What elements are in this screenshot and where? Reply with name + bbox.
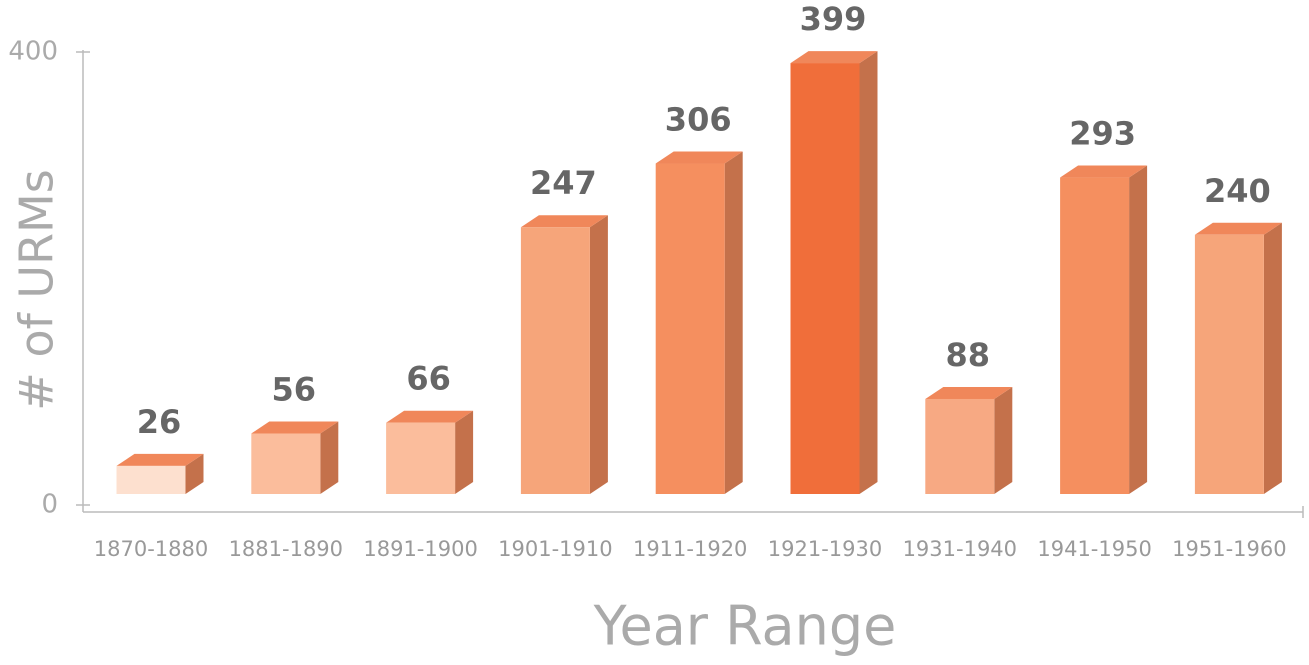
y-axis-label: # of URMs — [10, 169, 64, 410]
bar — [655, 163, 725, 494]
x-tick-label: 1891-1900 — [363, 537, 477, 561]
bar-side — [994, 386, 1013, 494]
bar-side — [1129, 165, 1148, 494]
bar — [251, 433, 321, 494]
bar — [116, 465, 186, 494]
x-tick-label: 1881-1890 — [229, 537, 343, 561]
bar-top — [1060, 165, 1148, 178]
x-tick-label: 1870-1880 — [94, 537, 208, 561]
value-label: 66 — [406, 360, 451, 398]
y-tick-label: 400 — [8, 37, 58, 67]
bar-top — [925, 386, 1013, 399]
bar-side — [589, 215, 608, 495]
value-label: 88 — [946, 336, 991, 374]
bar-top — [1194, 222, 1282, 235]
bar-top — [790, 51, 878, 64]
value-label: 56 — [272, 371, 317, 409]
bar — [520, 227, 590, 495]
bar-side — [320, 421, 339, 494]
x-tick-label: 1901-1910 — [498, 537, 612, 561]
value-label: 293 — [1069, 115, 1136, 153]
bar-top — [655, 151, 743, 164]
bar-side — [455, 410, 474, 494]
bar-side — [859, 51, 878, 494]
bar-top — [386, 410, 474, 423]
bar — [1194, 234, 1264, 495]
x-tick-label: 1921-1930 — [768, 537, 882, 561]
x-tick-label: 1911-1920 — [633, 537, 747, 561]
value-label: 399 — [800, 0, 867, 38]
bar-top — [116, 453, 204, 466]
bar — [1060, 177, 1130, 494]
bar-side — [1263, 222, 1282, 495]
bar-side — [185, 453, 204, 494]
value-label: 306 — [665, 101, 732, 139]
bar-side — [724, 151, 743, 494]
x-tick-label: 1951-1960 — [1172, 537, 1286, 561]
value-label: 247 — [530, 164, 597, 202]
bar — [386, 422, 456, 494]
x-tick-label: 1941-1950 — [1037, 537, 1151, 561]
bar-top — [251, 421, 339, 434]
value-label: 240 — [1204, 172, 1271, 210]
x-tick-label: 1931-1940 — [903, 537, 1017, 561]
value-label: 26 — [137, 403, 182, 441]
y-tick-label: 0 — [41, 490, 58, 520]
x-axis-label: Year Range — [593, 595, 897, 658]
bar-top — [520, 215, 608, 228]
bar — [790, 63, 860, 495]
bar — [925, 398, 995, 494]
